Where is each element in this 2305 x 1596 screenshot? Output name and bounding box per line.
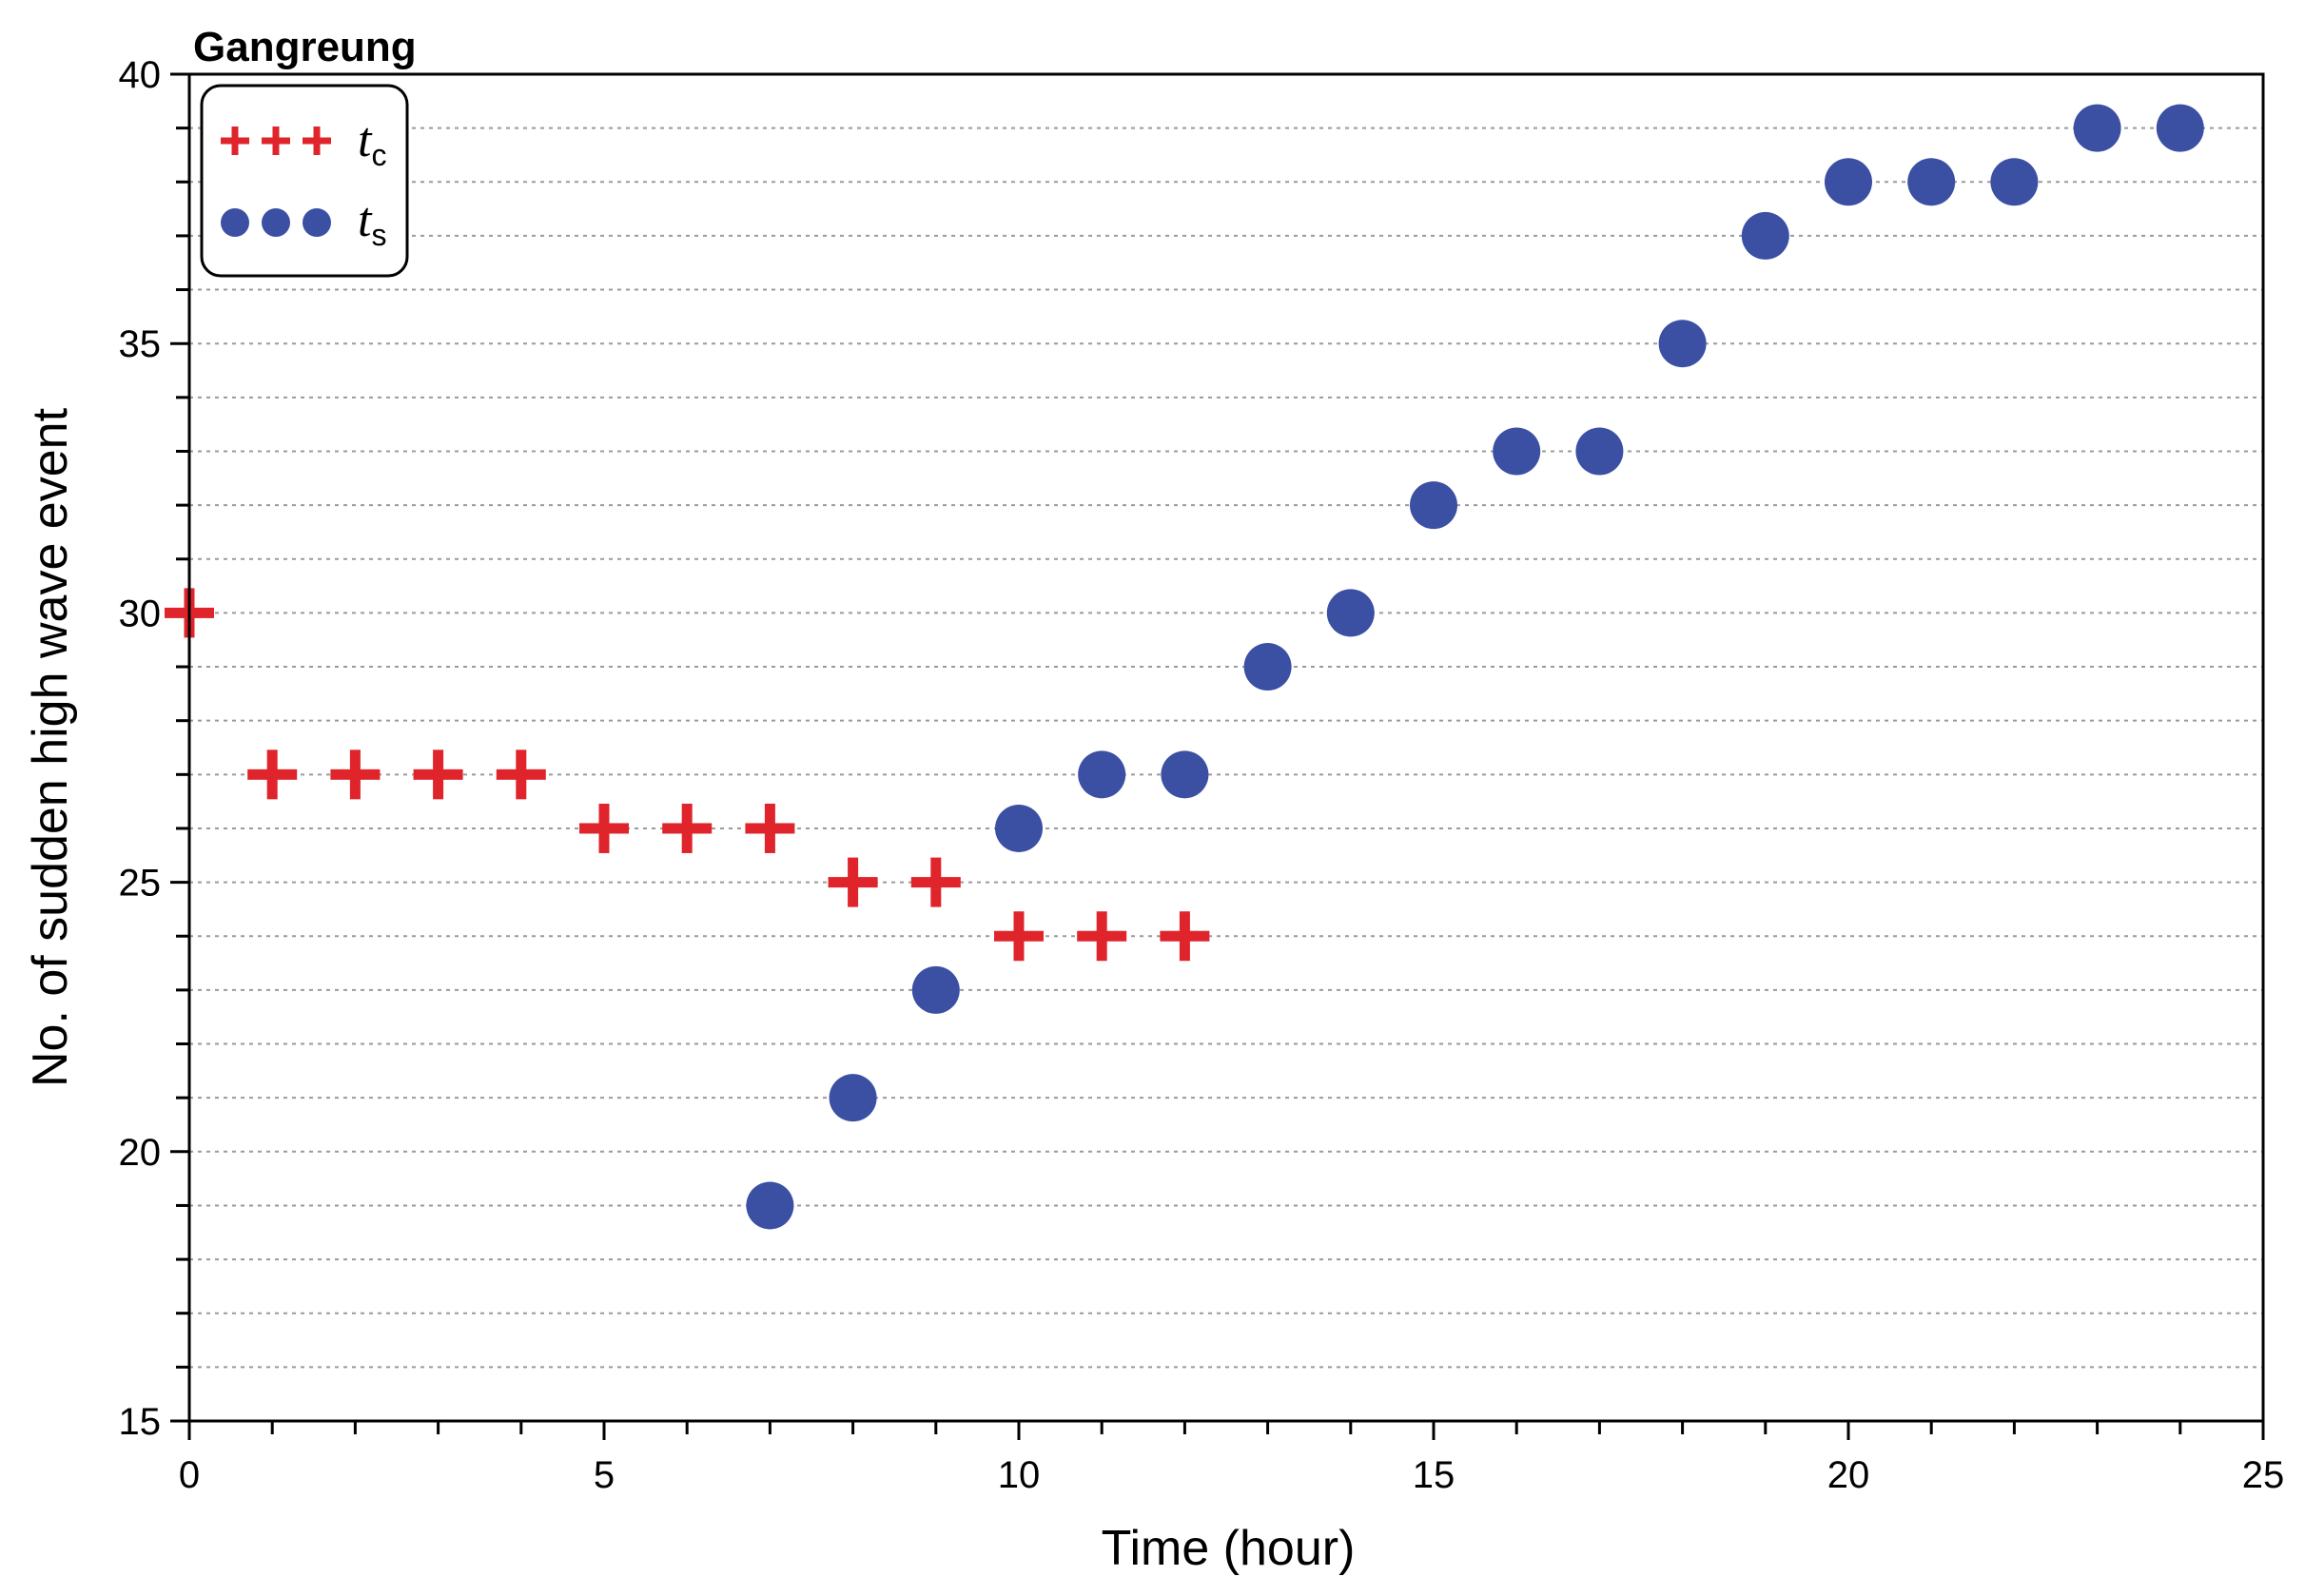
- tc-point: [662, 803, 713, 853]
- ts-point: [1575, 427, 1624, 476]
- legend-box: [200, 84, 409, 278]
- x-axis-title: Time (hour): [1102, 1521, 1356, 1576]
- ts-point: [746, 1181, 794, 1230]
- legend-tc-label: tc: [358, 113, 386, 172]
- ts-point: [2156, 104, 2204, 152]
- tc-point: [1077, 911, 1127, 962]
- y-tick-label: 40: [119, 54, 162, 96]
- axis-ticks: [170, 72, 2265, 1440]
- ts-point: [2073, 104, 2121, 152]
- ts-point: [1907, 158, 1956, 206]
- legend-ts-label: ts: [358, 193, 386, 252]
- tc-point: [413, 749, 463, 800]
- ts-point: [1493, 427, 1541, 476]
- legend-tc-name: t: [358, 113, 373, 167]
- plot-frame: [187, 72, 2265, 1423]
- ts-point: [1161, 750, 1209, 799]
- ts-point: [1658, 320, 1707, 368]
- tick-labels: 15 20 25 30 35 40 0 5 10 15 20 25: [119, 54, 2285, 1496]
- ts-point: [1078, 750, 1126, 799]
- x-tick-label: 0: [179, 1454, 200, 1496]
- tc-point: [330, 749, 381, 800]
- ts-point: [1326, 589, 1375, 637]
- legend-tc-subscript: c: [371, 138, 386, 172]
- tc-point: [496, 749, 546, 800]
- legend-ts-marker: [221, 208, 331, 237]
- ts-point: [829, 1074, 877, 1122]
- legend-ts-glyph: [221, 208, 249, 237]
- tc-point: [994, 911, 1044, 962]
- ts-point: [995, 804, 1043, 852]
- legend-tc-glyph: [303, 127, 331, 155]
- x-tick-label: 20: [1827, 1454, 1870, 1496]
- legend-ts-glyph: [303, 208, 331, 237]
- legend-ts-subscript: s: [371, 218, 386, 252]
- ts-point: [1825, 158, 1872, 206]
- series-ts: [746, 104, 2204, 1230]
- legend-tc-glyph: [221, 127, 249, 155]
- legend: tc ts: [200, 84, 409, 278]
- tc-point: [910, 857, 961, 907]
- ts-point: [1741, 211, 1789, 260]
- tc-point: [579, 803, 629, 853]
- grid-lines: [189, 127, 2263, 1369]
- y-axis-title: No. of sudden high wave event: [23, 407, 78, 1087]
- ts-point: [1243, 643, 1292, 691]
- x-tick-label: 25: [2242, 1454, 2285, 1496]
- y-tick-label: 15: [119, 1401, 162, 1443]
- legend-ts-name: t: [358, 193, 373, 247]
- y-tick-label: 25: [119, 863, 162, 905]
- y-tick-label: 20: [119, 1132, 162, 1174]
- tc-point: [247, 749, 298, 800]
- y-tick-label: 30: [119, 593, 162, 634]
- x-tick-label: 5: [594, 1454, 615, 1496]
- tc-point: [745, 803, 795, 853]
- chart-title: Gangreung: [193, 24, 417, 70]
- tc-point: [828, 857, 878, 907]
- x-tick-label: 10: [998, 1454, 1041, 1496]
- tc-point: [1160, 911, 1210, 962]
- y-tick-label: 35: [119, 323, 162, 365]
- ts-point: [911, 965, 960, 1014]
- legend-tc-marker: [221, 127, 331, 155]
- legend-ts-glyph: [262, 208, 290, 237]
- legend-tc-glyph: [262, 127, 290, 155]
- ts-point: [1410, 481, 1457, 530]
- x-tick-label: 15: [1413, 1454, 1455, 1496]
- ts-point: [1990, 158, 2039, 206]
